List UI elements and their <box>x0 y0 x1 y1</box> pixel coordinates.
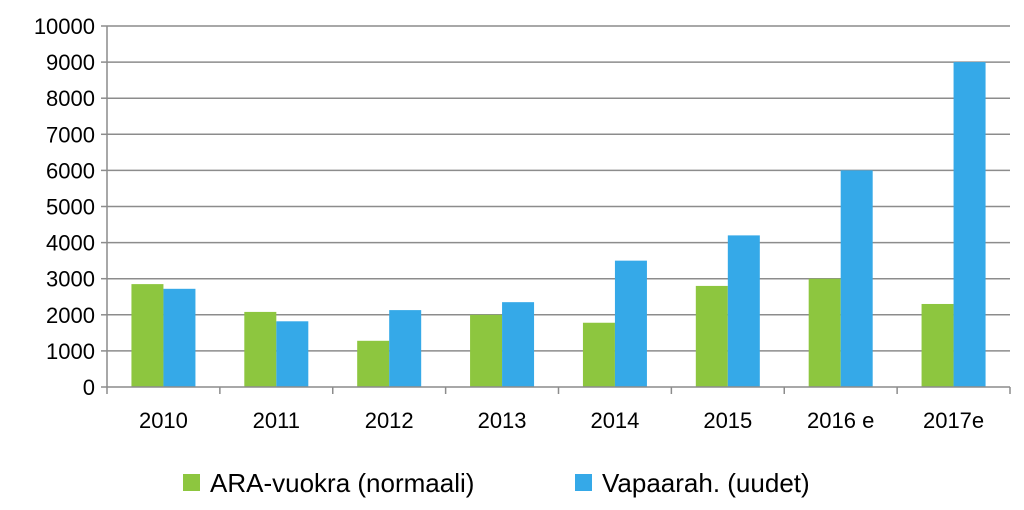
y-tick-label: 2000 <box>46 303 95 328</box>
bar-vapaarah-2012 <box>389 310 422 387</box>
legend-swatch-vapaarah <box>575 474 592 491</box>
bar-vapaarah-2010 <box>163 288 196 387</box>
legend-label-vapaarah: Vapaarah. (uudet) <box>602 468 810 498</box>
bar-vapaarah-2015 <box>727 235 760 387</box>
y-tick-label: 10000 <box>34 14 95 39</box>
bar-ara-vuokra-2016e <box>808 278 841 387</box>
bar-ara-vuokra-2011 <box>244 311 277 387</box>
y-tick-label: 4000 <box>46 231 95 256</box>
bar-vapaarah-2016e <box>840 170 873 387</box>
bars <box>131 62 986 387</box>
bar-vapaarah-2017e <box>953 62 986 387</box>
y-tick-label: 5000 <box>46 195 95 220</box>
legend-label-ara-vuokra: ARA-vuokra (normaali) <box>210 468 474 498</box>
x-tick-label: 2014 <box>590 408 639 433</box>
bar-ara-vuokra-2012 <box>357 340 390 387</box>
legend: ARA-vuokra (normaali) Vapaarah. (uudet) <box>183 468 810 498</box>
bar-ara-vuokra-2015 <box>695 285 728 387</box>
bar-ara-vuokra-2014 <box>582 322 615 387</box>
y-tick-label: 7000 <box>46 122 95 147</box>
x-tick-label: 2011 <box>253 408 300 433</box>
x-tick-label: 2016 e <box>807 408 874 433</box>
x-tick-label: 2015 <box>703 408 752 433</box>
bar-ara-vuokra-2017e <box>921 303 954 387</box>
x-tick-label: 2010 <box>139 408 188 433</box>
y-tick-label: 0 <box>83 375 95 400</box>
x-tick-label: 2017e <box>923 408 984 433</box>
y-tick-label: 1000 <box>46 339 95 364</box>
x-tick-label: 2013 <box>478 408 527 433</box>
y-tick-label: 6000 <box>46 158 95 183</box>
bar-vapaarah-2013 <box>502 302 535 387</box>
x-tick-labels: 2010 2011 2012 2013 2014 2015 2016 e 2017e <box>139 408 984 433</box>
bar-ara-vuokra-2010 <box>131 284 164 387</box>
legend-swatch-ara-vuokra <box>183 474 200 491</box>
y-tick-labels: 0 1000 2000 3000 4000 5000 6000 7000 8000 9000 100… <box>34 14 95 400</box>
x-tick-label: 2012 <box>365 408 414 433</box>
y-tick-label: 8000 <box>46 86 95 111</box>
gridlines <box>107 25 1010 352</box>
axes <box>101 25 1011 394</box>
bar-ara-vuokra-2013 <box>470 314 503 387</box>
y-tick-label: 3000 <box>46 267 95 292</box>
bar-vapaarah-2014 <box>614 260 647 387</box>
y-tick-label: 9000 <box>46 50 95 75</box>
bar-vapaarah-2011 <box>276 321 309 387</box>
